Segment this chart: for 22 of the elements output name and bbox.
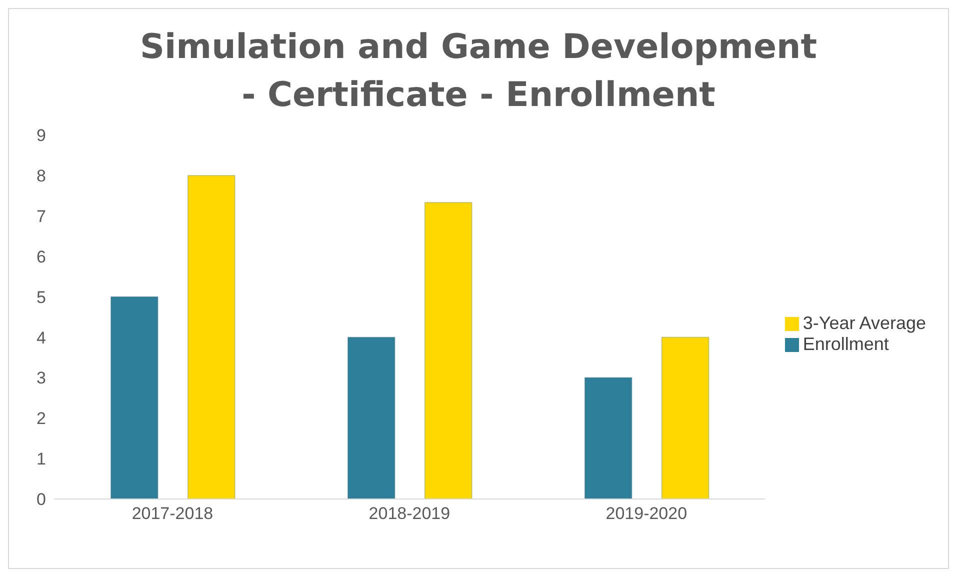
bar [110, 296, 158, 499]
y-tick-label: 6 [36, 247, 46, 266]
y-tick-label: 7 [36, 206, 46, 226]
x-tick-label: 2018-2019 [368, 504, 450, 524]
bar [424, 202, 472, 499]
chart-title: Simulation and Game Development - Certificate - Enrollment [139, 26, 818, 117]
y-tick-label: 5 [36, 288, 46, 307]
y-tick-label: 2 [36, 409, 46, 428]
bar [661, 336, 710, 499]
bar [584, 377, 632, 499]
y-tick-label: 0 [36, 490, 46, 510]
y-tick-label: 4 [36, 328, 46, 348]
y-tick-label: 3 [36, 368, 46, 388]
x-tick-label: 2017-2018 [132, 504, 214, 524]
y-tick-label: 8 [36, 166, 46, 186]
legend-label: Enrollment [802, 334, 889, 354]
bar [347, 336, 396, 499]
bar [187, 174, 236, 499]
legend-label: 3-Year Average [802, 313, 926, 333]
y-tick-label: 9 [36, 126, 46, 146]
x-tick-label: 2019-2020 [606, 504, 688, 524]
y-tick-label: 1 [36, 450, 46, 469]
